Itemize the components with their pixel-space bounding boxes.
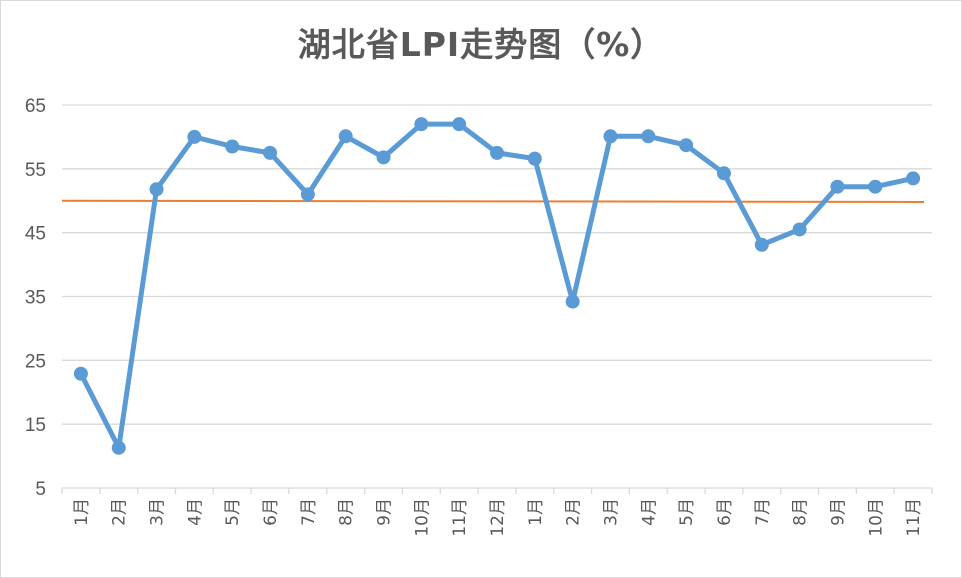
- x-tick-label: 3月: [601, 498, 621, 526]
- x-tick-label: 4月: [185, 498, 205, 526]
- data-point: [376, 150, 391, 165]
- x-tick-label: 4月: [639, 498, 659, 526]
- x-tick-label: 5月: [223, 498, 243, 526]
- x-tick-label: 7月: [753, 498, 773, 526]
- data-point: [338, 129, 353, 144]
- x-tick-label: 12月: [488, 498, 508, 537]
- data-point: [565, 294, 580, 309]
- data-point: [263, 145, 278, 160]
- data-point: [679, 138, 694, 153]
- x-tick-label: 11月: [904, 498, 924, 537]
- reference-line: [61, 199, 925, 203]
- x-tick-label: 6月: [261, 498, 281, 526]
- data-point: [73, 366, 88, 381]
- data-point: [906, 171, 921, 186]
- data-point: [868, 179, 883, 194]
- data-point: [603, 129, 618, 144]
- data-point: [490, 145, 504, 160]
- y-tick-label: 55: [25, 160, 46, 181]
- data-point: [300, 187, 315, 202]
- data-point: [792, 222, 807, 237]
- x-tick-label: 1月: [72, 498, 92, 526]
- data-point: [641, 129, 656, 144]
- data-point: [187, 129, 202, 144]
- y-tick-label: 5: [35, 479, 46, 500]
- x-tick-label: 10月: [866, 498, 886, 537]
- y-tick-label: 15: [25, 415, 46, 436]
- x-tick-label: 10月: [412, 498, 432, 537]
- data-point: [111, 440, 126, 455]
- x-tick-label: 9月: [375, 498, 395, 526]
- data-point: [716, 166, 731, 181]
- chart-title: 湖北省LPI走势图（%）: [297, 25, 665, 64]
- x-tick-label: 2月: [564, 498, 584, 526]
- series-line: [78, 121, 916, 451]
- y-tick-label: 65: [25, 96, 46, 117]
- x-tick-label: 1月: [526, 498, 546, 526]
- data-point: [225, 139, 240, 154]
- y-tick-label: 35: [25, 288, 46, 309]
- x-tick-label: 8月: [791, 498, 811, 526]
- x-tick-label: 3月: [148, 498, 168, 526]
- data-point: [452, 117, 467, 132]
- x-tick-label: 11月: [450, 498, 470, 537]
- data-point: [414, 117, 429, 132]
- x-tick-label: 5月: [677, 498, 697, 526]
- x-tick-label: 2月: [110, 498, 130, 526]
- y-tick-label: 25: [25, 351, 46, 372]
- x-tick-label: 7月: [299, 498, 319, 526]
- data-point: [754, 237, 769, 252]
- x-tick-label: 6月: [715, 498, 735, 526]
- data-point: [830, 179, 845, 194]
- data-point: [149, 182, 164, 197]
- data-point: [527, 151, 542, 166]
- x-tick-label: 8月: [337, 498, 357, 526]
- y-tick-label: 45: [25, 224, 46, 245]
- x-tick-label: 9月: [828, 498, 848, 526]
